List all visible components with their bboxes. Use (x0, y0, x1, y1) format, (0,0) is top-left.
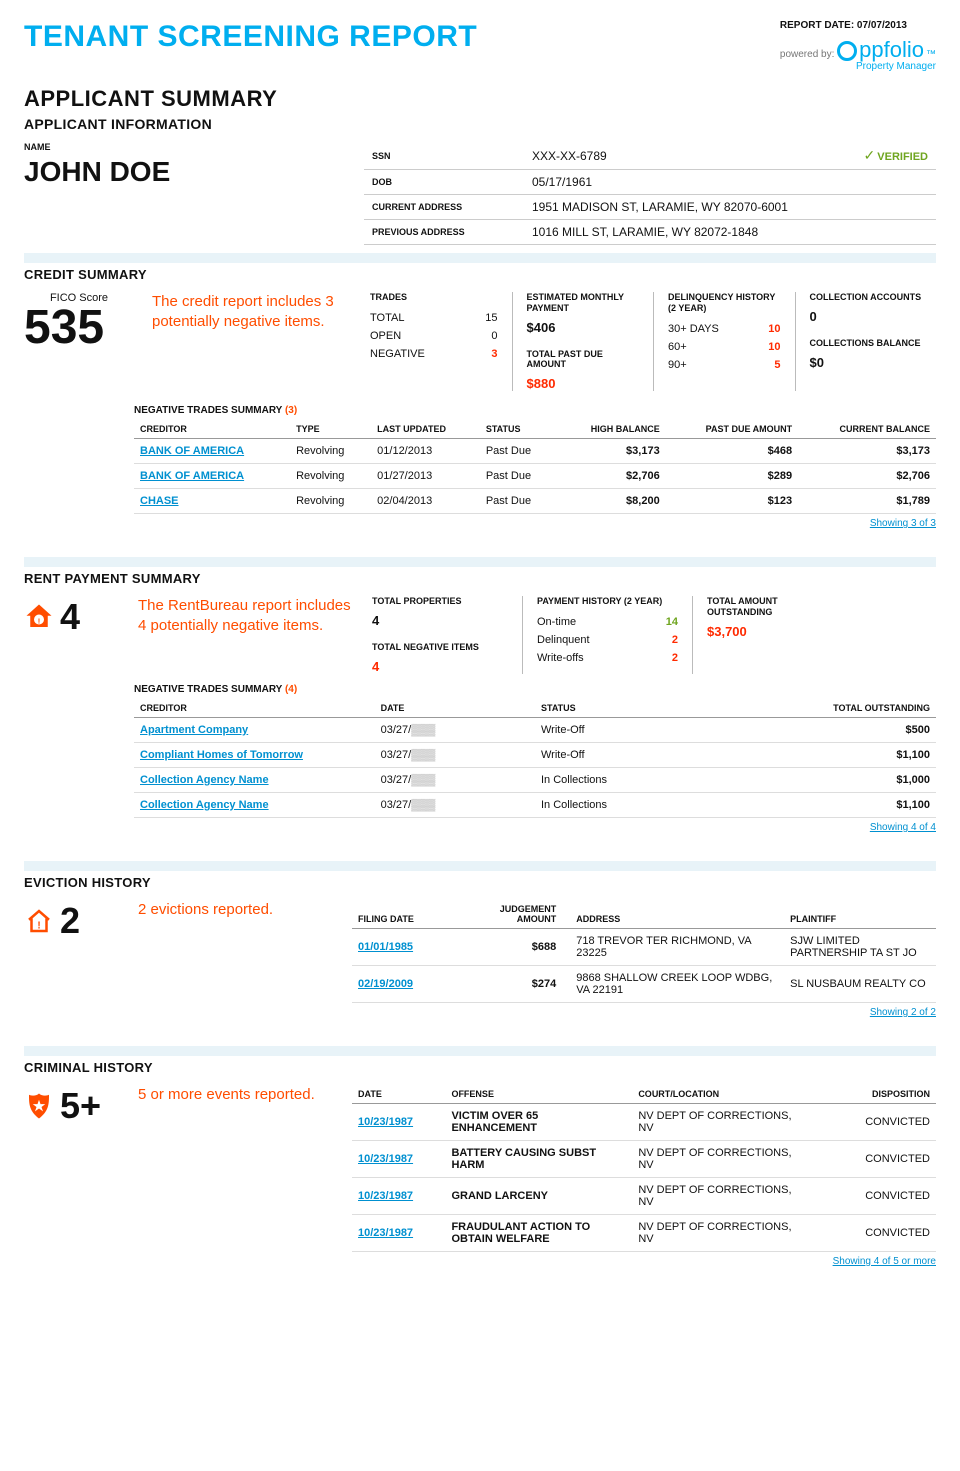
badge-icon (24, 1091, 54, 1121)
criminal-date-link[interactable]: 10/23/1987 (358, 1153, 413, 1165)
section-band (24, 1046, 936, 1056)
brand-logo: ppfolio ™ (837, 37, 936, 63)
creditor-link[interactable]: BANK OF AMERICA (140, 445, 244, 457)
criminal-count: 5+ (60, 1085, 101, 1127)
credit-warning: The credit report includes 3 potentially… (152, 292, 352, 391)
credit-negative-table: CREDITOR TYPE LAST UPDATED STATUS HIGH B… (134, 420, 936, 514)
rent-warning: The RentBureau report includes 4 potenti… (138, 596, 358, 637)
report-title: TENANT SCREENING REPORT (24, 20, 477, 54)
table-row: 02/19/2009 $274 9868 SHALLOW CREEK LOOP … (352, 965, 936, 1002)
applicant-name: JOHN DOE (24, 156, 344, 188)
criminal-showing-link[interactable]: Showing 4 of 5 or more (833, 1256, 936, 1267)
info-value: XXX-XX-6789 (524, 142, 742, 170)
credit-summary-title: CREDIT SUMMARY (24, 267, 936, 282)
creditor-link[interactable]: Apartment Company (140, 724, 248, 736)
negative-trades-title: NEGATIVE TRADES SUMMARY (3) (134, 405, 936, 416)
brand-text: ppfolio (859, 37, 924, 63)
criminal-title: CRIMINAL HISTORY (24, 1060, 936, 1075)
applicant-info-table: SSN XXX-XX-6789 ✓VERIFIED DOB05/17/1961 … (364, 142, 936, 245)
trades-col: TRADES TOTAL15 OPEN0 NEGATIVE3 (370, 292, 512, 391)
table-row: 10/23/1987 GRAND LARCENY NV DEPT OF CORR… (352, 1177, 936, 1214)
rent-outstanding-col: TOTAL AMOUNT OUTSTANDING $3,700 (692, 596, 852, 674)
section-band (24, 861, 936, 871)
rent-summary-title: RENT PAYMENT SUMMARY (24, 571, 936, 586)
collection-col: COLLECTION ACCOUNTS 0 COLLECTIONS BALANC… (795, 292, 937, 391)
brand-tm: ™ (926, 49, 936, 60)
section-band (24, 557, 936, 567)
criminal-warning: 5 or more events reported. (138, 1085, 338, 1105)
eviction-table: FILING DATE JUDGEMENT AMOUNT ADDRESS PLA… (352, 900, 936, 1003)
table-row: Collection Agency Name 03/27/▓▓▓ In Coll… (134, 792, 936, 817)
house-eviction-icon: ! (24, 906, 54, 936)
table-row: 10/23/1987 VICTIM OVER 65 ENHANCEMENT NV… (352, 1103, 936, 1140)
creditor-link[interactable]: Collection Agency Name (140, 774, 269, 786)
eviction-count: 2 (60, 900, 80, 942)
table-row: Compliant Homes of Tomorrow 03/27/▓▓▓ Wr… (134, 742, 936, 767)
eviction-showing-link[interactable]: Showing 2 of 2 (870, 1007, 936, 1018)
brand-circle-icon (837, 41, 857, 61)
applicant-info-title: APPLICANT INFORMATION (24, 116, 936, 132)
info-row: CURRENT ADDRESS1951 MADISON ST, LARAMIE,… (364, 195, 936, 220)
creditor-link[interactable]: Collection Agency Name (140, 799, 269, 811)
brand-subtitle: Property Manager (780, 61, 936, 72)
filing-date-link[interactable]: 02/19/2009 (358, 978, 413, 990)
table-row: BANK OF AMERICA Revolving 01/27/2013 Pas… (134, 464, 936, 489)
table-row: 01/01/1985 $688 718 TREVOR TER RICHMOND,… (352, 928, 936, 965)
info-row: PREVIOUS ADDRESS1016 MILL ST, LARAMIE, W… (364, 220, 936, 245)
info-row: DOB05/17/1961 (364, 170, 936, 195)
table-row: BANK OF AMERICA Revolving 01/12/2013 Pas… (134, 439, 936, 464)
report-date: REPORT DATE: 07/07/2013 (780, 20, 936, 31)
info-label: SSN (364, 142, 524, 170)
rent-showing-link[interactable]: Showing 4 of 4 (870, 822, 936, 833)
delinquency-col: DELINQUENCY HISTORY (2 YEAR) 30+ DAYS10 … (653, 292, 795, 391)
estimated-col: ESTIMATED MONTHLY PAYMENT $406 TOTAL PAS… (512, 292, 654, 391)
section-band (24, 253, 936, 263)
rent-count: 4 (60, 596, 80, 638)
table-row: 10/23/1987 BATTERY CAUSING SUBST HARM NV… (352, 1140, 936, 1177)
powered-by-label: powered by: (780, 49, 834, 60)
table-row: Collection Agency Name 03/27/▓▓▓ In Coll… (134, 767, 936, 792)
verified-badge: VERIFIED (877, 151, 928, 163)
creditor-link[interactable]: Compliant Homes of Tomorrow (140, 749, 303, 761)
creditor-link[interactable]: BANK OF AMERICA (140, 470, 244, 482)
info-row: SSN XXX-XX-6789 ✓VERIFIED (364, 142, 936, 170)
svg-text:!: ! (38, 616, 41, 625)
eviction-title: EVICTION HISTORY (24, 875, 936, 890)
fico-score: 535 (24, 304, 134, 352)
criminal-table: DATE OFFENSE COURT/LOCATION DISPOSITION … (352, 1085, 936, 1252)
table-row: CHASE Revolving 02/04/2013 Past Due $8,2… (134, 489, 936, 514)
criminal-date-link[interactable]: 10/23/1987 (358, 1190, 413, 1202)
house-alert-icon: ! (24, 602, 54, 632)
credit-showing-link[interactable]: Showing 3 of 3 (870, 518, 936, 529)
rent-neg-title: NEGATIVE TRADES SUMMARY (4) (134, 684, 936, 695)
rent-props-col: TOTAL PROPERTIES 4 TOTAL NEGATIVE ITEMS … (372, 596, 522, 674)
eviction-warning: 2 evictions reported. (138, 900, 338, 920)
table-row: Apartment Company 03/27/▓▓▓ Write-Off $5… (134, 717, 936, 742)
rent-history-col: PAYMENT HISTORY (2 YEAR) On-time14 Delin… (522, 596, 692, 674)
criminal-date-link[interactable]: 10/23/1987 (358, 1227, 413, 1239)
name-label: NAME (24, 142, 344, 152)
applicant-summary-title: APPLICANT SUMMARY (24, 86, 936, 112)
filing-date-link[interactable]: 01/01/1985 (358, 941, 413, 953)
table-row: 10/23/1987 FRAUDULANT ACTION TO OBTAIN W… (352, 1214, 936, 1251)
criminal-date-link[interactable]: 10/23/1987 (358, 1116, 413, 1128)
svg-text:!: ! (37, 920, 40, 931)
creditor-link[interactable]: CHASE (140, 495, 179, 507)
rent-negative-table: CREDITOR DATE STATUS TOTAL OUTSTANDING A… (134, 699, 936, 818)
verified-check-icon: ✓ (864, 147, 876, 163)
